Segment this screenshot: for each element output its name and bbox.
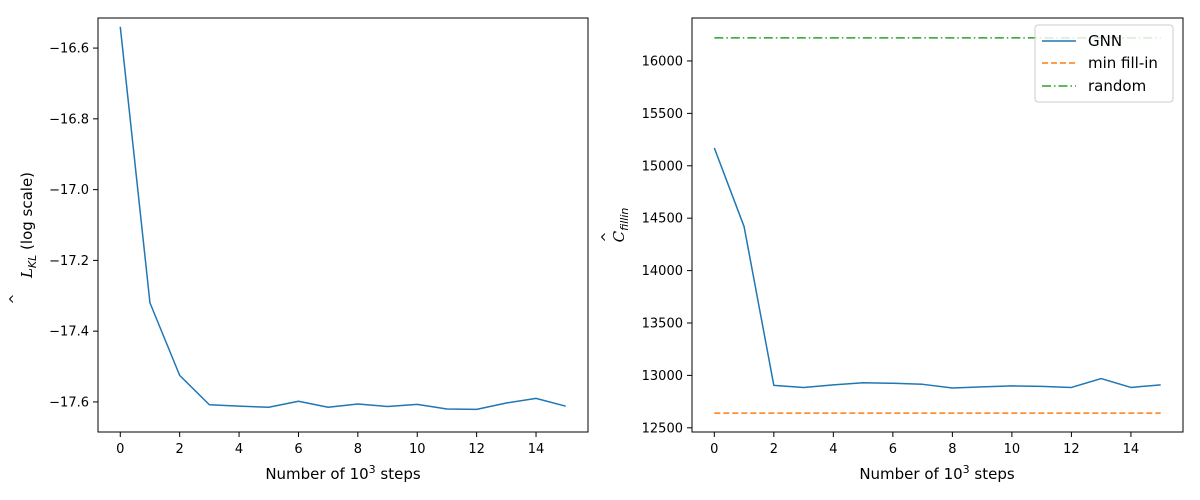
legend-label-min-fill-in: min fill-in (1088, 54, 1158, 72)
fillin-cost-x-tick-label: 12 (1063, 442, 1080, 457)
fillin-cost-x-ticks: 0 2 4 6 8 10 12 14 (710, 432, 1139, 457)
kl-loss-x-tick-label: 2 (176, 442, 184, 457)
kl-loss-y-tick-label: −16.8 (49, 112, 89, 127)
fillin-cost-y-tick-label: 16000 (642, 54, 683, 69)
fillin-cost-chart: 0 2 4 6 8 10 12 14 12500 13000 13500 14000 14500 150… (600, 17, 1184, 483)
fillin-cost-y-tick-label: 14000 (642, 264, 683, 279)
kl-loss-x-ticks: 0 2 4 6 8 10 12 14 (116, 432, 544, 457)
legend-box (1034, 24, 1174, 103)
kl-loss-x-tick-label: 8 (354, 442, 362, 457)
fillin-cost-x-tick-label: 2 (770, 442, 778, 457)
fillin-cost-x-tick-label: 8 (948, 442, 956, 457)
kl-loss-x-tick-label: 4 (235, 442, 243, 457)
legend-item-random: random (1042, 77, 1146, 95)
legend-label-random: random (1088, 77, 1146, 95)
legend: GNN min fill-in random (1034, 24, 1174, 103)
fillin-cost-x-tick-label: 14 (1123, 442, 1140, 457)
legend-item-min-fill-in: min fill-in (1042, 54, 1158, 72)
fillin-cost-series-gnn-line (713, 147, 1161, 389)
legend-item-gnn: GNN (1042, 32, 1122, 50)
kl-loss-x-tick-label: 0 (116, 442, 124, 457)
fillin-cost-y-tick-label: 12500 (642, 421, 683, 436)
fillin-cost-x-tick-label: 10 (1004, 442, 1021, 457)
legend-label-gnn: GNN (1088, 32, 1122, 50)
kl-loss-chart: 0 2 4 6 8 10 12 14 −16.6 −16.8 −17.0 −17.2 −17.4 −17… (8, 17, 589, 483)
fillin-cost-y-tick-label: 13500 (642, 316, 683, 331)
fillin-cost-y-tick-label: 14500 (642, 212, 683, 227)
fillin-cost-x-axis-label: Number of 103 steps (859, 463, 1015, 483)
fillin-cost-axes-frame (691, 17, 1184, 433)
kl-loss-axes-frame (97, 17, 589, 433)
kl-loss-y-tick-label: −17.0 (49, 183, 89, 198)
fillin-cost-x-tick-label: 0 (710, 442, 718, 457)
kl-loss-y-axis-label: LKL (log scale) ^ (8, 172, 39, 304)
svg-text:^: ^ (8, 294, 23, 305)
fillin-cost-x-tick-label: 6 (889, 442, 897, 457)
fillin-cost-y-tick-label: 15500 (642, 107, 683, 122)
fillin-cost-x-tick-label: 4 (829, 442, 837, 457)
kl-loss-y-tick-label: −16.6 (49, 42, 89, 57)
fillin-cost-y-ticks: 12500 13000 13500 14000 14500 15000 15500 16000 (642, 54, 692, 436)
fillin-cost-y-axis-label: Cfillin ^ (600, 208, 631, 243)
kl-loss-y-tick-label: −17.4 (49, 325, 89, 340)
kl-loss-series-line-line (119, 26, 566, 411)
kl-loss-y-tick-label: −17.2 (49, 254, 89, 269)
kl-loss-y-tick-label: −17.6 (49, 395, 89, 410)
svg-text:LKL (log scale): LKL (log scale) (18, 172, 39, 279)
kl-loss-y-ticks: −16.6 −16.8 −17.0 −17.2 −17.4 −17.6 (49, 42, 98, 410)
kl-loss-x-tick-label: 12 (468, 442, 485, 457)
fillin-cost-y-tick-label: 13000 (642, 369, 683, 384)
kl-loss-plot-lines (119, 26, 566, 411)
svg-text:^: ^ (600, 232, 615, 243)
kl-loss-x-tick-label: 6 (294, 442, 302, 457)
fillin-cost-y-tick-label: 15000 (642, 159, 683, 174)
kl-loss-x-tick-label: 14 (528, 442, 545, 457)
kl-loss-x-tick-label: 10 (409, 442, 426, 457)
svg-text:Cfillin: Cfillin (610, 208, 631, 243)
kl-loss-x-axis-label: Number of 103 steps (265, 463, 421, 483)
